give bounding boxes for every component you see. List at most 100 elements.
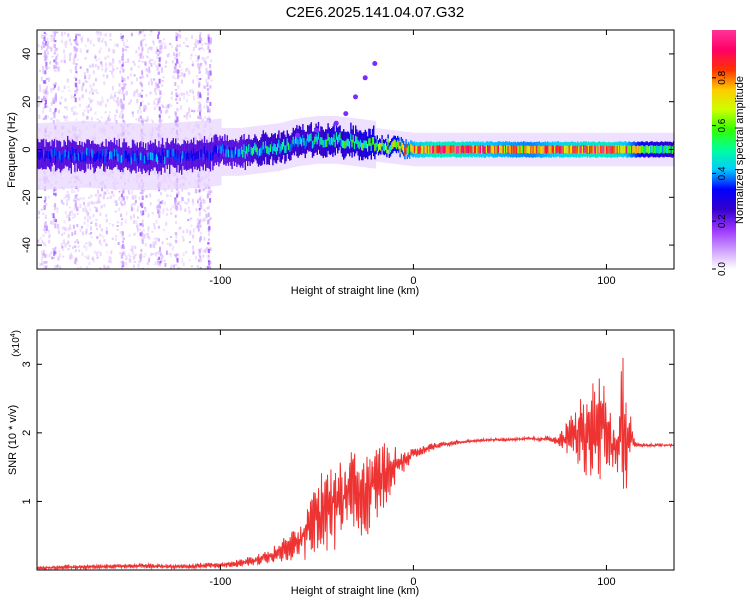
spectrogram-noise-streak [44,80,47,84]
spectrogram-noise-speckle [108,260,110,263]
spectrogram-noise-speckle [147,226,150,230]
spectrogram-ridge-core [524,145,526,153]
spectrogram-ridge-core [593,145,596,153]
spectrogram-noise-streak [157,34,160,40]
spectrogram-ridge-core [302,134,304,143]
spectrogram-noise-speckle [109,260,112,264]
spectrogram-ridge-core [299,136,302,145]
spectrogram-noise-streak [140,42,143,47]
spectrogram-noise-speckle [178,34,181,37]
spectrogram-ridge-core [374,143,376,152]
spectrogram-noise-speckle [108,191,111,195]
spectrogram-ridge-core [555,145,557,154]
spectrogram-ridge-core [233,149,236,158]
snr-y-tick-label: 1 [21,498,33,504]
spectrogram-ridge-core [147,152,149,160]
spectrogram-noise-streak [139,76,142,79]
spectrogram-noise-speckle [89,107,92,110]
spectrogram-noise-speckle [188,107,191,111]
spectrogram-noise-speckle [116,221,119,224]
spectrogram-noise-streak [198,47,201,51]
spectrogram-noise-speckle [76,239,79,242]
spectrogram-noise-speckle [86,218,89,223]
spectrogram-ridge-core [152,152,154,161]
spectrogram-ridge-core [433,145,435,154]
spectrogram-x-label: Height of straight line (km) [291,285,419,297]
spectrogram-ridge-core [235,146,237,155]
spectrogram-noise-speckle [188,218,191,221]
spectrogram-noise-speckle [74,106,77,109]
spectrogram-ridge-core [393,139,395,147]
spectrogram-noise-streak [75,71,78,74]
spectrogram-noise-speckle [185,37,188,41]
spectrogram-noise-speckle [135,225,138,228]
spectrogram-noise-speckle [171,189,173,193]
spectrogram-ridge-core [340,138,342,147]
spectrogram-noise-streak [122,35,125,38]
spectrogram-ridge-core [463,145,465,154]
spectrogram-ridge-core [94,153,96,162]
spectrogram-noise-streak [43,31,46,35]
spectrogram-noise-speckle [154,253,157,257]
spectrogram-noise-speckle [151,230,154,233]
spectrogram-noise-speckle [70,210,73,213]
spectrogram-ridge-core [386,145,388,154]
spectrogram-ridge-core [220,146,222,154]
spectrogram-ridge-core [316,136,318,145]
spectrogram-ridge-core [319,138,321,147]
spectrogram-ridge-core [119,155,122,164]
spectrogram-noise-speckle [37,239,40,243]
spectrogram-ridge-core [143,155,146,164]
spectrogram-noise-speckle [81,252,84,257]
spectrogram-ridge-core [101,148,104,157]
spectrogram-noise-streak [53,65,56,70]
spectrogram-noise-streak [209,64,212,69]
spectrogram-noise-speckle [137,93,140,97]
spectrogram-noise-speckle [148,258,151,263]
spectrogram-noise-speckle [60,242,63,246]
spectrogram-noise-speckle [95,219,98,221]
spectrogram-ridge-core [548,146,550,154]
spectrogram-noise-speckle [175,220,177,225]
spectrogram-ridge-core [569,145,572,154]
spectrogram-ridge-core [263,145,266,153]
spectrogram-noise-speckle [182,230,185,234]
spectrogram-noise-speckle [56,264,59,269]
spectrogram-noise-speckle [105,218,108,223]
spectrogram-ridge-core [650,145,652,153]
spectrogram-noise-speckle [52,190,55,194]
spectrogram-noise-speckle [60,96,63,100]
spectrogram-noise-streak [75,83,78,88]
spectrogram-noise-speckle [103,264,106,268]
spectrogram-noise-speckle [158,88,161,92]
spectrogram-noise-speckle [116,228,119,231]
spectrogram-noise-speckle [62,255,65,258]
spectrogram-noise-streak [141,195,144,199]
spectrogram-noise-speckle [119,88,122,93]
spectrogram-noise-speckle [162,80,165,82]
spectrogram-noise-speckle [157,251,160,254]
spectrogram-ridge-core [49,151,51,160]
spectrogram-noise-speckle [149,202,152,206]
spectrogram-ridge-core [193,148,195,156]
spectrogram-noise-speckle [88,77,91,80]
spectrogram-ridge-core [445,145,447,153]
spectrogram-noise-speckle [147,236,150,240]
spectrogram-noise-speckle [63,54,66,59]
spectrogram-noise-speckle [82,197,85,200]
spectrogram-ridge-core [411,145,413,153]
spectrogram-noise-speckle [77,188,80,192]
spectrogram-noise-streak [208,186,211,190]
spectrogram-noise-streak [139,54,142,59]
spectrogram-noise-speckle [101,40,104,43]
spectrogram-noise-speckle [174,114,177,119]
spectrogram-noise-speckle [204,61,207,64]
spectrogram-noise-speckle [40,256,43,261]
spectrogram-ridge-core [595,146,597,154]
spectrogram-noise-speckle [144,208,147,212]
spectrogram-ridge-core [503,145,506,154]
spectrogram-noise-speckle [161,241,164,245]
spectrogram-noise-speckle [172,75,175,79]
spectrogram-noise-speckle [91,99,94,103]
spectrogram-noise-streak [73,39,76,42]
